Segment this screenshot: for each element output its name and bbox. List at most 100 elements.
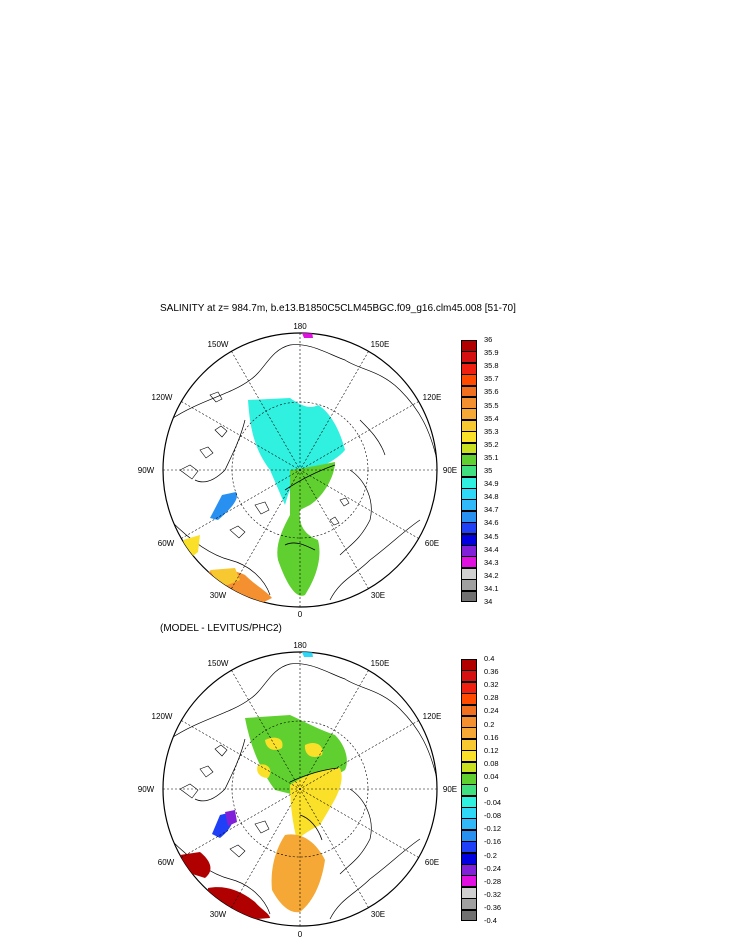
panel2-colorbar-label: -0.2 [484, 850, 497, 860]
panel2-lon-30e: 30E [371, 910, 385, 919]
panel1-contour [284, 464, 336, 551]
panel2-colorbar-label: 0.28 [484, 693, 499, 703]
panel2-colorbar-label: -0.4 [484, 916, 497, 925]
panel2-coastline [169, 663, 437, 920]
panel2-title: (MODEL - LEVITUS/PHC2) [160, 623, 282, 634]
panel2-colorbar-swatch [461, 670, 477, 683]
panel2-lon-120w: 120W [152, 712, 173, 721]
panel2-colorbar-label: -0.28 [484, 876, 502, 886]
panel2-colorbar-swatch [461, 704, 477, 717]
panel2-colorbar-label: 0.04 [484, 771, 499, 781]
panel1-field-magenta [302, 333, 313, 338]
panel1-colorbar-label: 34.1 [484, 583, 499, 593]
panel2-graticule [163, 652, 437, 926]
panel2-lon-60w: 60W [158, 858, 175, 867]
panel1-colorbar-label: 35.9 [484, 348, 499, 358]
panel1-lon-60w: 60W [158, 539, 175, 548]
panel2-colorbar-swatch [461, 818, 477, 831]
panel2-colorbar-swatch [461, 738, 477, 751]
panel2-colorbar-swatch [461, 852, 477, 865]
panel1-field-blue [210, 492, 238, 520]
panel2-colorbar-swatch [461, 864, 477, 876]
panel1-colorbar-label: 35.8 [484, 361, 499, 371]
panel1-colorbar-label: 34.4 [484, 544, 499, 554]
panel2-colorbar-swatch [461, 795, 477, 808]
panel2-colorbar-label: 0.08 [484, 758, 499, 768]
panel2-colorbar-swatch [461, 681, 477, 694]
panel1-colorbar-label: 35.4 [484, 413, 499, 423]
panel2-colorbar-swatch [461, 715, 477, 728]
panel1-lon-0: 0 [298, 610, 303, 619]
panel1-field-green [277, 462, 335, 596]
panel2-colorbar-swatch [461, 886, 477, 899]
panel1-lon-60e: 60E [425, 539, 439, 548]
panel2-colorbar-swatch [461, 727, 477, 740]
panel2-contour [289, 767, 339, 841]
panel2-colorbar-swatch [461, 750, 477, 763]
panel2-colorbar-label: -0.12 [484, 824, 502, 834]
panel2-colorbar-label: -0.16 [484, 837, 502, 847]
panel2-lon-30w: 30W [210, 910, 227, 919]
panel1-colorbar-label: 34.6 [484, 518, 499, 528]
panel2-lon-180: 180 [293, 641, 307, 650]
panel2-lon-90e: 90E [443, 785, 457, 794]
panel2-colorbar-swatch [461, 829, 477, 842]
panel2-lon-90w: 90W [138, 785, 155, 794]
panel1-colorbar-label: 34.2 [484, 570, 499, 580]
panel2-colorbar-swatch [461, 693, 477, 706]
panel2-colorbar-swatch [461, 761, 477, 774]
panel1-field-cyan [248, 398, 345, 505]
panel2-colorbar-label: 0.12 [484, 745, 499, 755]
panel2-colorbar-label: 0.36 [484, 667, 499, 677]
panel2-colorbar-swatch [461, 898, 477, 911]
panel2-colorbar-swatch [461, 909, 477, 922]
panel2-islands [179, 744, 270, 858]
panel2-colorbar-swatch [461, 875, 477, 888]
panel2-lon-150e: 150E [371, 659, 390, 668]
panel2-colorbar-label: 0.32 [484, 680, 499, 690]
panel2-lon-0: 0 [298, 930, 303, 939]
panel2-field-yellow-c [290, 768, 342, 840]
panel1-colorbar-label: 35.5 [484, 400, 499, 410]
panel1-lon-30e: 30E [371, 591, 385, 600]
panel1-lon-150e: 150E [371, 340, 390, 349]
panel2-colorbar-label: 0.16 [484, 732, 499, 742]
panel2-colorbar-swatch [461, 841, 477, 854]
panel2-colorbar-swatch [461, 807, 477, 819]
panel2-colorbar-label: 0.4 [484, 654, 495, 663]
panel1-colorbar-label: 35.6 [484, 387, 499, 397]
panel1-lon-90w: 90W [138, 466, 155, 475]
panel2-colorbar-label: 0.24 [484, 706, 499, 716]
panel1-graticule [163, 333, 437, 607]
panel1-lon-120w: 120W [152, 393, 173, 402]
panel2-colorbar-label: -0.24 [484, 863, 502, 873]
panel2-field-red-sw [208, 887, 270, 920]
panel1-lon-30w: 30W [210, 591, 227, 600]
panel2-colorbar-label: 0 [484, 785, 489, 794]
panel1-colorbar-label: 34.7 [484, 505, 499, 515]
panel1-colorbar-label: 34.5 [484, 531, 499, 541]
panel2-colorbar-label: 0.2 [484, 719, 495, 729]
panel1-colorbar-label: 35 [484, 466, 493, 475]
panel2-colorbar-swatch [461, 659, 477, 671]
panel2-colorbar-swatch [461, 772, 477, 785]
panel1-lon-180: 180 [293, 322, 307, 331]
panel2-colorbar: 0.4 0.36 0.32 0.28 0.24 0.2 0.16 0.12 0.08 0.04 0 -… [461, 654, 511, 925]
panel1-lon-120e: 120E [423, 393, 442, 402]
panel1-polar-map: 180 150W 150E 120W 120E 90W 90E 60W 60E … [138, 322, 457, 619]
panel2-colorbar-swatch [461, 784, 477, 797]
panel1-title: SALINITY at z= 984.7m, b.e13.B1850C5CLM4… [160, 303, 516, 314]
panel1-colorbar-label: 34.8 [484, 492, 499, 502]
panel1-lon-90e: 90E [443, 466, 457, 475]
panel1-colorbar-label: 36 [484, 335, 493, 344]
panel1-colorbar-label: 35.7 [484, 374, 499, 384]
panel1-colorbar-label: 34 [484, 597, 493, 606]
panel2-lon-120e: 120E [423, 712, 442, 721]
panel1-colorbar: 36 35.9 35.8 35.7 35.6 35.5 35.4 35.3 35.2 35.1 35… [461, 335, 511, 606]
panel2-colorbar-label: -0.36 [484, 902, 502, 912]
panel2-colorbar-label: -0.32 [484, 889, 502, 899]
panel1-colorbar-label: 35.2 [484, 439, 499, 449]
panel2-colorbar-label: -0.08 [484, 811, 502, 821]
panel1-colorbar-label: 35.1 [484, 452, 499, 462]
